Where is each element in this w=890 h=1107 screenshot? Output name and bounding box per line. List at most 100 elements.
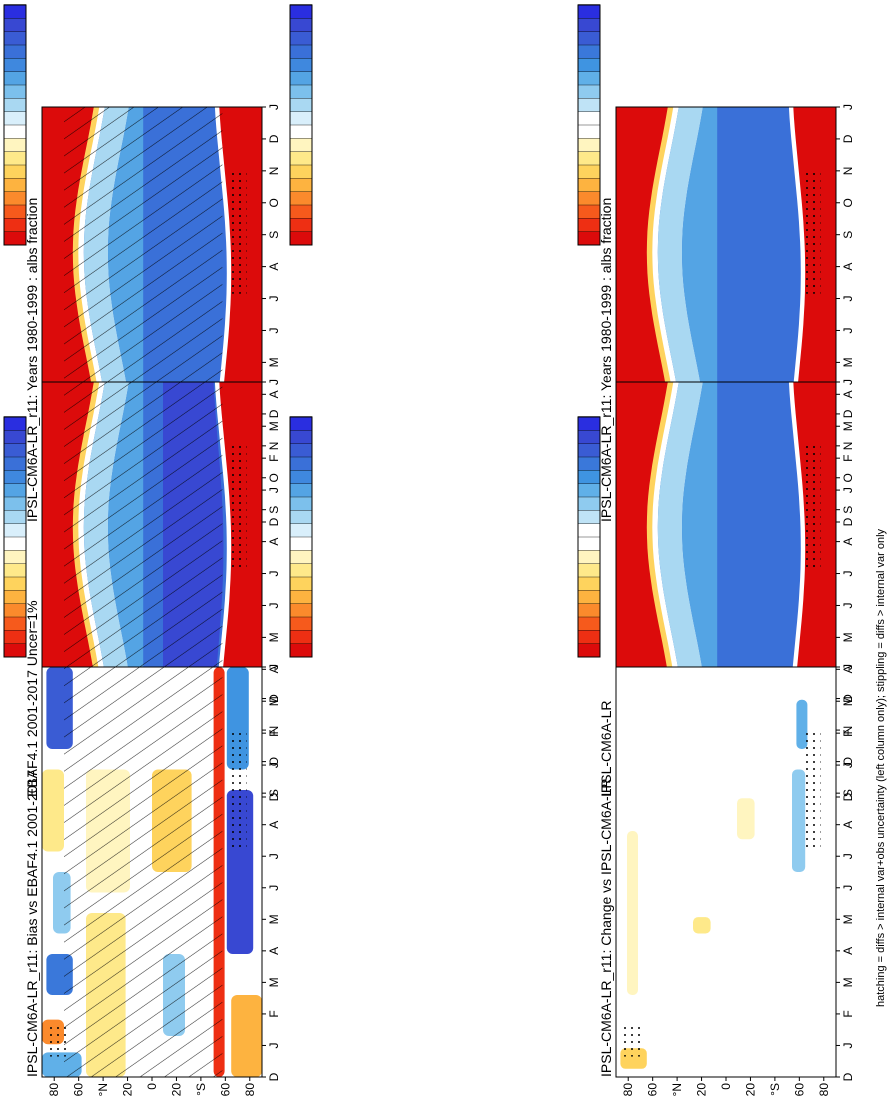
month-label: O [267, 198, 281, 207]
colorbar-swatch [289, 70, 313, 86]
stipple-overlay [803, 728, 821, 852]
colorbar-swatch [3, 616, 27, 631]
colorbar-swatch [577, 230, 601, 246]
colorbar-swatch [3, 589, 27, 604]
colorbar-swatch [289, 522, 313, 538]
month-label: M [841, 914, 855, 924]
colorbar-swatch [577, 576, 601, 591]
month-label: O [841, 198, 855, 207]
lat-label: 80 [243, 1083, 257, 1097]
month-label: M [267, 696, 281, 706]
month-label: D [267, 409, 281, 418]
lat-label: °N [670, 1083, 684, 1096]
month-label: J [267, 853, 281, 859]
colorbar-abs [3, 4, 27, 246]
colorbar-swatch [577, 84, 601, 99]
month-label: S [267, 506, 281, 514]
colorbar-swatch [577, 482, 601, 498]
lat-label: 80 [47, 1083, 61, 1097]
stipple-overlay [803, 444, 821, 569]
colorbar-swatch [289, 576, 313, 591]
colorbar-swatch [577, 124, 601, 139]
month-label: M [841, 357, 855, 367]
lat-label: 60 [72, 1083, 86, 1097]
colorbar-swatch [3, 442, 27, 458]
month-label: J [841, 762, 855, 768]
change-patch [627, 831, 638, 995]
month-label: O [267, 757, 281, 766]
colorbar-abs [289, 4, 313, 246]
colorbar-swatch [3, 177, 27, 192]
colorbar-swatch [289, 230, 313, 246]
month-label: A [267, 263, 281, 271]
colorbar-swatch [3, 509, 27, 524]
colorbar-swatch [289, 190, 313, 206]
month-label: D [841, 792, 855, 801]
month-label: D [841, 694, 855, 703]
month-label: S [267, 231, 281, 239]
month-label: M [841, 421, 855, 431]
colorbar-swatch [289, 137, 313, 152]
lat-label: 20 [169, 1083, 183, 1097]
colorbar-swatch [289, 482, 313, 498]
month-label: D [841, 517, 855, 526]
footnote: hatching = diffs > internal var+obs unce… [875, 528, 887, 1007]
colorbar-swatch [3, 469, 27, 484]
colorbar-swatch [289, 496, 313, 511]
colorbar-diff [577, 416, 601, 658]
colorbar-swatch [3, 562, 27, 578]
month-label: J [841, 379, 855, 385]
colorbar-swatch [289, 429, 313, 444]
panel-bottom-right: IPSL-CM6A-LR_r11: Change vs IPSL-CM6A-LR… [598, 664, 855, 1096]
panel-title: IPSL-CM6A-LR [598, 701, 614, 797]
colorbar-swatch [577, 416, 601, 431]
colorbar-swatch [3, 496, 27, 511]
colorbar-swatch [577, 164, 601, 179]
colorbar-swatch [577, 522, 601, 538]
colorbar-swatch [577, 629, 601, 644]
month-label: A [841, 947, 855, 955]
colorbar-swatch [3, 456, 27, 471]
colorbar-frame [3, 416, 27, 658]
colorbar-swatch [289, 17, 313, 32]
bias-patch [231, 995, 262, 1077]
month-label: O [267, 473, 281, 482]
month-label: N [841, 726, 855, 735]
colorbar-swatch [3, 44, 27, 59]
colorbar-swatch [577, 17, 601, 32]
colorbar-swatch [577, 602, 601, 618]
month-label: J [841, 296, 855, 302]
month-label: A [267, 538, 281, 546]
colorbar-swatch [577, 642, 601, 658]
lat-label: 0 [719, 1083, 733, 1090]
lat-label: 20 [695, 1083, 709, 1097]
month-label: D [267, 694, 281, 703]
colorbar-swatch [577, 469, 601, 484]
month-label: J [267, 104, 281, 110]
colorbar-swatch [577, 496, 601, 511]
month-label: D [267, 134, 281, 143]
panel-title: IPSL-CM6A-LR_r11: Bias vs EBAF4.1 2001-2… [24, 770, 40, 1077]
colorbar-swatch [289, 97, 313, 112]
month-label: M [267, 632, 281, 642]
month-label: J [267, 1042, 281, 1048]
month-label: J [841, 885, 855, 891]
month-label: J [841, 487, 855, 493]
colorbar-swatch [577, 97, 601, 112]
colorbar-swatch [577, 4, 601, 19]
colorbar-swatch [577, 110, 601, 126]
change-patch [792, 769, 806, 872]
lat-label: °S [768, 1083, 782, 1096]
month-label: M [267, 977, 281, 987]
colorbar-swatch [577, 190, 601, 206]
colorbar-swatch [289, 204, 313, 219]
colorbar-swatch [289, 469, 313, 484]
colorbar-swatch [3, 70, 27, 86]
colorbar-swatch [3, 137, 27, 152]
month-label: M [267, 914, 281, 924]
colorbar-swatch [289, 110, 313, 126]
colorbar-swatch [3, 110, 27, 126]
colorbar-swatch [577, 44, 601, 59]
colorbar-swatch [289, 4, 313, 19]
colorbar-swatch [3, 549, 27, 564]
